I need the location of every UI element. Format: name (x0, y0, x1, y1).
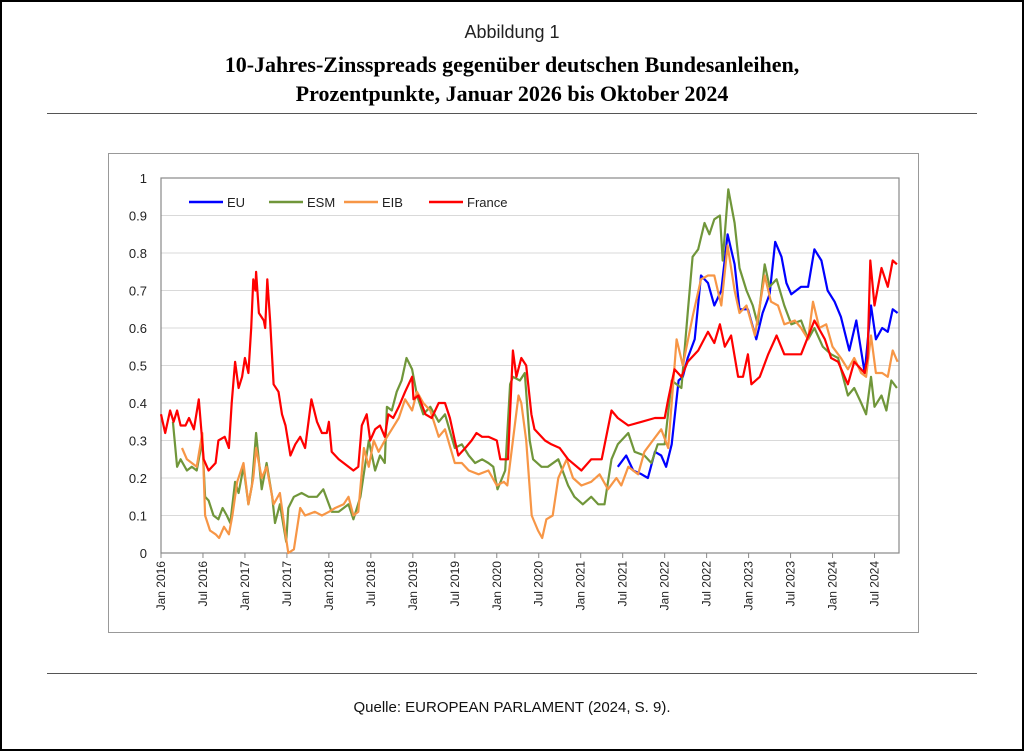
y-tick-label: 0.9 (129, 209, 147, 224)
x-tick-label: Jul 2016 (196, 561, 210, 607)
source-note: Quelle: EUROPEAN PARLAMENT (2024, S. 9). (353, 699, 671, 716)
line-chart: 0 0.1 0.2 0.3 0.4 0.5 0.6 0.7 0.8 0.9 1 Jan 2016 Jul… (129, 171, 900, 611)
series-line-esm (171, 188, 898, 543)
x-tick-label: Jul 2024 (868, 561, 882, 607)
x-tick-label: Jul 2020 (532, 561, 546, 607)
y-tick-label: 0.8 (129, 246, 147, 261)
top-divider (47, 113, 977, 114)
x-tick-label: Jan 2016 (154, 561, 168, 611)
y-tick-label: 0.4 (129, 396, 147, 411)
x-tick-label: Jan 2022 (658, 561, 672, 611)
x-tick-label: Jul 2018 (364, 561, 378, 607)
x-tick-label: Jul 2019 (448, 561, 462, 607)
y-tick-label: 0.2 (129, 471, 147, 486)
x-tick-label: Jan 2018 (322, 561, 336, 611)
legend-label-eib: EIB (382, 195, 403, 210)
legend-label-france: France (467, 195, 507, 210)
series-line-eu (616, 233, 899, 480)
x-tick-label: Jan 2023 (742, 561, 756, 611)
figure-label: Abbildung 1 (464, 22, 560, 42)
x-tick-label: Jan 2024 (826, 561, 840, 611)
x-tick-label: Jul 2023 (784, 561, 798, 607)
x-tick-label: Jul 2022 (700, 561, 714, 607)
y-tick-label: 0.3 (129, 434, 147, 449)
legend-label-eu: EU (227, 195, 245, 210)
y-tick-label: 0.7 (129, 284, 147, 299)
x-tick-label: Jul 2017 (280, 561, 294, 607)
y-tick-label: 0.1 (129, 509, 147, 524)
x-tick-label: Jul 2021 (616, 561, 630, 607)
chart-container: 0 0.1 0.2 0.3 0.4 0.5 0.6 0.7 0.8 0.9 1 Jan 2016 Jul… (108, 153, 919, 633)
y-tick-label: 1 (140, 171, 147, 186)
plot-area (160, 177, 900, 554)
series-line-france (159, 259, 898, 472)
series-line-eib (180, 244, 899, 555)
chart-title-line-2: Prozentpunkte, Januar 2026 bis Oktober 2… (295, 81, 729, 106)
chart-title-line-1: 10-Jahres-Zinsspreads gegenüber deutsche… (224, 52, 800, 77)
x-tick-label: Jan 2020 (490, 561, 504, 611)
x-tick-label: Jan 2017 (238, 561, 252, 611)
legend-label-esm: ESM (307, 195, 335, 210)
y-tick-label: 0.5 (129, 359, 147, 374)
x-tick-label: Jan 2021 (574, 561, 588, 611)
x-tick-label: Jan 2019 (406, 561, 420, 611)
y-tick-label: 0.6 (129, 321, 147, 336)
bottom-divider (47, 673, 977, 674)
y-tick-label: 0 (140, 546, 147, 561)
